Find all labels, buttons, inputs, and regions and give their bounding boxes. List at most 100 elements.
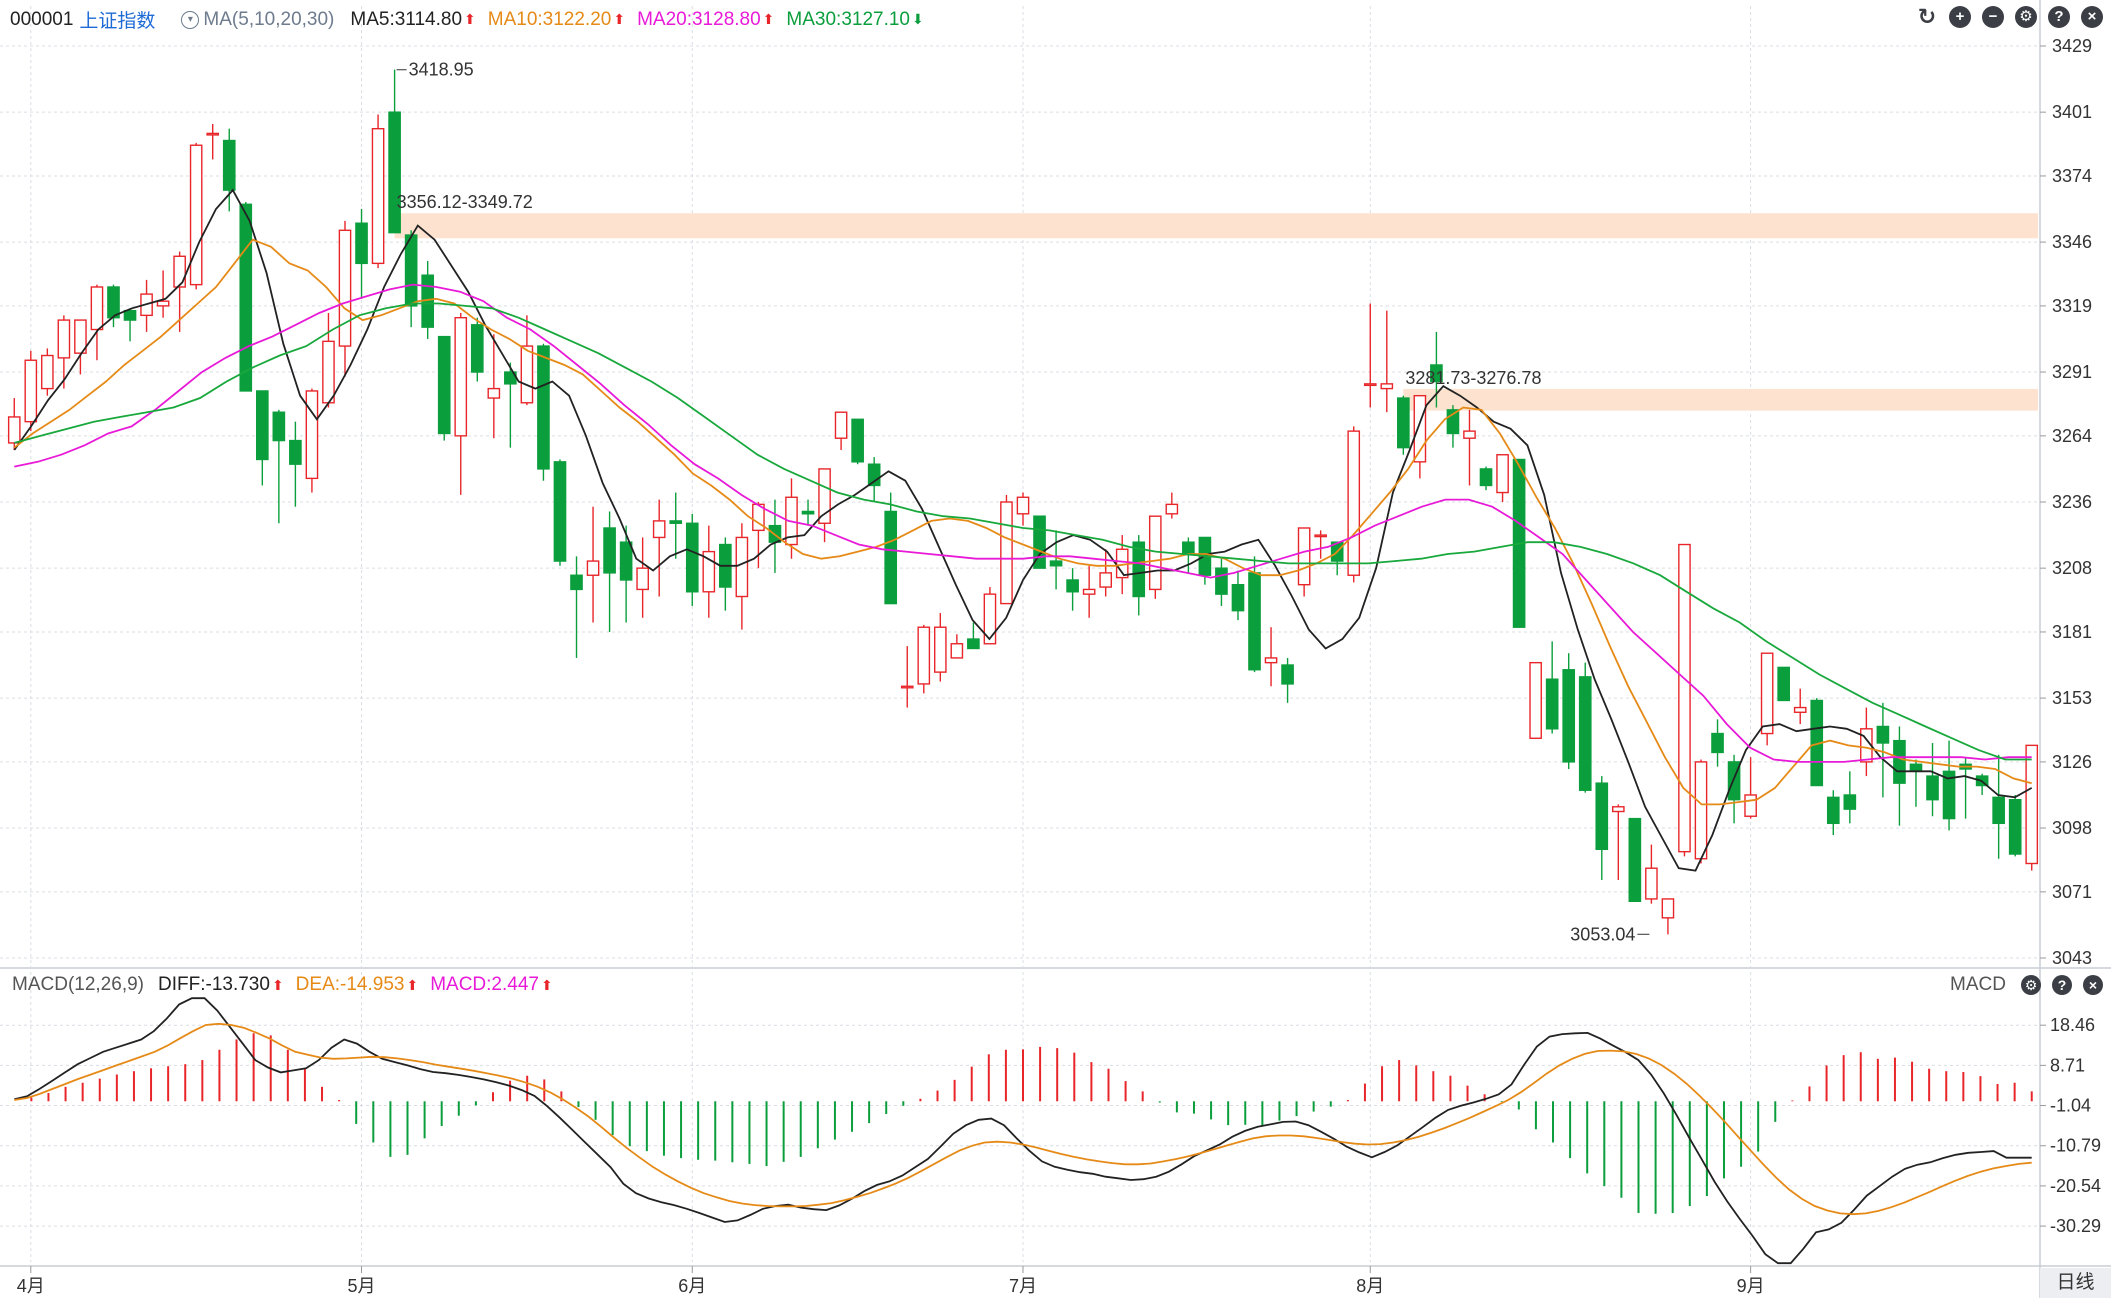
candle-body-down [967,638,980,650]
candlestick [1347,426,1361,583]
candlestick [1595,776,1609,881]
candlestick [1215,558,1228,606]
stock-code: 000001 [10,8,74,30]
candle-body-up [173,255,186,288]
candlestick [1148,515,1162,599]
candle-body-up [1082,588,1096,595]
ma-indicator-label[interactable]: MA(5,10,20,30) [203,8,335,30]
candle-body-down [1876,725,1890,744]
candlestick [1661,898,1675,935]
ma-dropdown-icon[interactable]: ▾ [181,10,200,29]
candlestick [1363,303,1377,408]
candlestick [801,499,815,526]
candle-body-up [1165,503,1179,515]
help-icon[interactable]: ? [2052,975,2072,995]
candle-body-up [90,286,104,331]
zoom-out-icon[interactable]: − [1982,6,2004,28]
candle-body-up [636,567,649,591]
candle-body-down [1562,669,1576,763]
candle-body-up [7,416,21,444]
candle-body-up [1645,867,1658,900]
candlestick [1711,719,1724,767]
price-legend: 000001 上证指数 ▾ MA(5,10,20,30) MA5:3114.80… [10,6,930,33]
period-selector[interactable]: 日线 [2040,1268,2111,1298]
candlestick [206,123,220,160]
candle-body-down [619,541,633,581]
candlestick [1049,530,1063,590]
candle-body-up [1611,806,1625,813]
arrow-up-icon: ⬆ [406,976,419,993]
macd-indicator-label[interactable]: MACD(12,26,9) [12,974,144,995]
candle-body-up [322,340,335,404]
candle-body-down [1215,567,1228,595]
price-tick-label: 3429 [2052,36,2092,56]
candlestick [322,312,335,408]
candlestick [487,334,501,439]
candle-body-up [454,317,468,437]
resistance-band [1403,388,2038,411]
candlestick [917,624,931,694]
candlestick [2025,744,2039,871]
price-tick-label: 3374 [2052,166,2092,186]
ma5-value: MA5:3114.80 [350,8,463,30]
candle-body-up [652,520,666,539]
candlestick [1760,652,1774,746]
candle-body-down [1595,782,1609,851]
candlestick [239,201,253,392]
line-dea [14,1022,2032,1216]
arrow-up-icon: ⬆ [613,11,626,27]
candle-body-down [1231,583,1245,612]
candlestick [735,523,749,630]
candle-body-up [2025,744,2039,865]
candle-body-down [123,309,137,321]
candle-body-up [735,536,749,598]
arrow-up-icon: ⬆ [271,976,284,993]
candle-body-up [1016,496,1030,515]
zoom-in-icon[interactable]: + [1949,6,1971,28]
line-ma30 [14,302,2032,761]
stock-name[interactable]: 上证指数 [79,11,156,32]
candlestick [1446,405,1460,448]
chart-toolbar: ↻ + − ⚙ ? × [1905,6,2103,28]
candlestick [371,114,385,269]
candlestick [1380,310,1394,413]
refresh-icon[interactable]: ↻ [1917,4,1937,29]
candle-body-up [1363,383,1377,387]
settings-icon[interactable]: ⚙ [2015,6,2037,28]
candle-body-up [834,411,848,439]
candlestick [1413,394,1427,479]
close-icon[interactable]: × [2081,6,2103,28]
candlestick [1628,817,1642,902]
candlestick [537,343,550,481]
candle-body-up [933,626,947,673]
candle-body-down [851,418,864,463]
candle-body-up [338,229,352,347]
candle-body-up [917,626,931,685]
macd-tick-label: -10.79 [2050,1136,2101,1156]
candle-body-up [57,319,71,359]
candle-body-up [74,319,87,354]
help-icon[interactable]: ? [2048,6,2070,28]
candle-body-down [1132,541,1146,598]
candlestick [156,270,170,318]
candlestick [1000,494,1013,605]
candle-body-down [801,510,815,515]
close-icon[interactable]: × [2083,975,2103,995]
candle-body-down [1992,796,2005,825]
candle-body-down [437,335,451,435]
candlestick [1678,543,1691,857]
candle-body-down [685,522,699,593]
candle-body-up [1678,543,1691,853]
candlestick [57,315,71,389]
macd-toolbar: MACD ⚙ ? × [1950,974,2103,996]
candle-body-down [1049,560,1063,567]
candlestick [1744,757,1757,819]
settings-icon[interactable]: ⚙ [2021,975,2041,995]
candlestick [1893,726,1906,826]
candle-body-down [1942,770,1956,820]
candle-body-down [1248,572,1261,671]
annotations: 3356.12-3349.72 3281.73-3276.78 3418.95 305… [396,60,1650,944]
arrow-up-icon: ⬆ [540,976,553,993]
